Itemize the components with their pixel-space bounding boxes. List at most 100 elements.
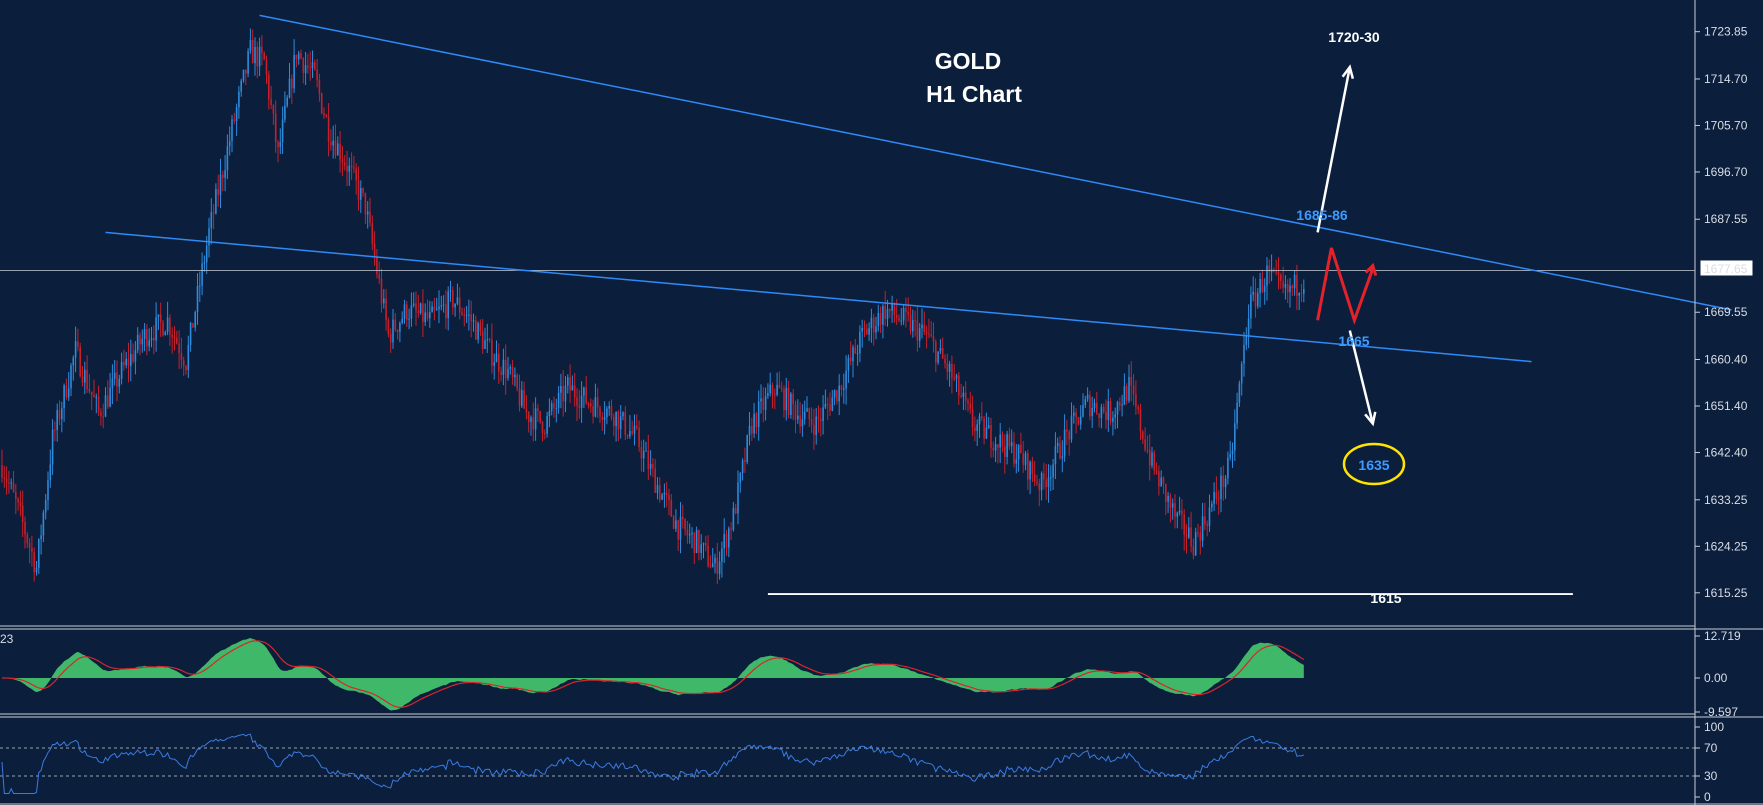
candle-body (718, 561, 721, 574)
candle-body (1293, 274, 1296, 289)
candle-body (1215, 492, 1218, 499)
candle-body (442, 304, 445, 306)
candle-body (302, 58, 305, 74)
candle-body (263, 53, 265, 60)
candle-body (1266, 265, 1268, 286)
candle-body (1024, 453, 1027, 465)
candle-body (224, 170, 226, 178)
candle-body (939, 347, 942, 352)
candle-body (601, 416, 604, 420)
candle-body (88, 389, 91, 392)
candle-body (291, 78, 293, 89)
candle-body (541, 421, 544, 433)
candle-body (1123, 386, 1126, 405)
candle-body (866, 328, 868, 335)
candle-body (1102, 406, 1105, 413)
candle-body (102, 416, 104, 418)
candle-body (15, 491, 17, 499)
candle-body (948, 363, 951, 372)
candle-body (709, 566, 712, 568)
candle-body (353, 167, 355, 169)
candle-body (1199, 532, 1202, 541)
candle-body (530, 417, 532, 422)
candle-body (983, 418, 985, 439)
candle-body (159, 314, 162, 323)
candle-body (670, 500, 673, 517)
candle-body (389, 333, 392, 343)
candle-body (1022, 453, 1024, 465)
candle-body (125, 358, 127, 366)
candle-body (626, 434, 629, 437)
candle-body (507, 368, 509, 379)
candle-body (932, 336, 935, 342)
candle-body (1107, 401, 1110, 421)
candle-body (26, 534, 29, 544)
candle-body (642, 450, 645, 459)
candle-body (1165, 483, 1167, 502)
candle-body (705, 543, 707, 546)
candle-body (767, 393, 769, 397)
candle-body (509, 367, 512, 369)
candle-body (728, 528, 730, 548)
candle-body (327, 116, 330, 142)
candle-body (468, 314, 470, 316)
scenario-arrow-1 (1316, 66, 1352, 233)
candle-body (847, 357, 850, 371)
candle-body (930, 334, 932, 337)
candle-body (339, 143, 341, 161)
candle-body (833, 390, 836, 398)
candle-body (981, 416, 983, 419)
candle-body (3, 477, 6, 479)
candle-body (77, 341, 79, 347)
candle-body (307, 65, 309, 68)
candle-body (162, 322, 164, 336)
candle-body (1204, 516, 1206, 525)
macd-tick-label: 12.719 (1704, 629, 1741, 643)
candle-body (415, 303, 417, 311)
candle-body (1075, 412, 1077, 418)
candle-body (1146, 449, 1149, 451)
candle-body (741, 460, 744, 474)
candle-body (1010, 442, 1013, 447)
candle-body (164, 331, 167, 336)
candle-body (5, 478, 8, 483)
candle-body (523, 390, 525, 409)
candle-body (557, 392, 560, 408)
candle-body (806, 408, 808, 412)
label-major-support: 1615 (1370, 590, 1401, 606)
candle-body (990, 425, 992, 448)
label-target-down: 1635 (1358, 457, 1389, 473)
candle-body (590, 403, 592, 407)
candle-body (208, 228, 210, 246)
candle-body (1142, 431, 1144, 440)
candle-body (268, 74, 270, 100)
candle-body (410, 305, 413, 319)
macd-histogram (2, 638, 1304, 711)
candle-body (1079, 416, 1082, 425)
candle-body (304, 65, 307, 74)
candle-body (527, 412, 530, 422)
candle-body (242, 69, 245, 81)
projection-zigzag (1316, 247, 1375, 325)
candle-body (364, 192, 367, 215)
candle-body (196, 286, 199, 313)
candle-body (56, 410, 58, 430)
candle-body (1245, 336, 1248, 346)
candle-body (1247, 318, 1250, 337)
candle-body (458, 297, 461, 313)
price-tick-label: 1723.85 (1704, 25, 1748, 39)
candle-body (1291, 285, 1294, 289)
candle-body (107, 395, 109, 407)
candle-body (70, 365, 72, 389)
candle-body (63, 385, 65, 409)
candle-body (560, 386, 562, 393)
candle-body (723, 534, 725, 549)
candle-body (215, 189, 217, 214)
candle-body (1091, 407, 1093, 417)
candle-body (360, 188, 362, 200)
candle-body (732, 507, 735, 530)
candle-body (488, 338, 491, 340)
candle-body (371, 222, 374, 244)
candle-body (180, 353, 183, 361)
candle-body (868, 328, 870, 335)
